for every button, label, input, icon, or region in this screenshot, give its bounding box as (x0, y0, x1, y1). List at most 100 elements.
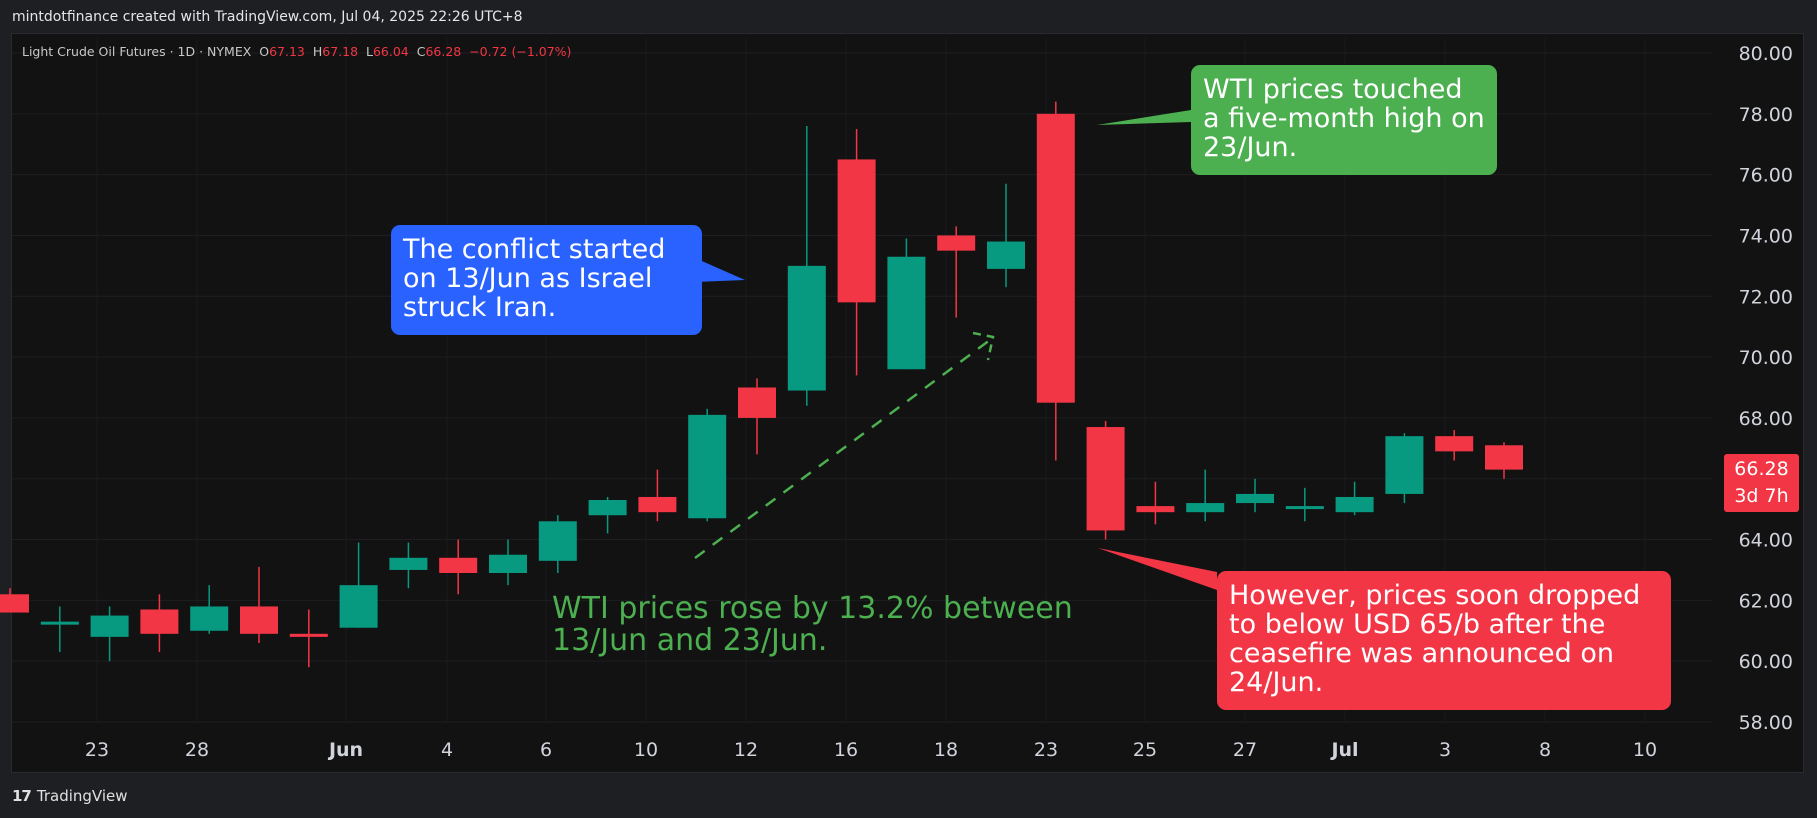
x-tick-label: Jul (1329, 739, 1358, 761)
candle-body (289, 633, 328, 637)
x-tick-label: 8 (1539, 739, 1551, 761)
drop-callout[interactable]: However, prices soon dropped to below US… (1217, 571, 1671, 710)
candle-down (439, 539, 478, 595)
candle-body (40, 621, 79, 625)
candle-body (339, 585, 378, 628)
candle-up (389, 542, 428, 589)
candle-body (1236, 493, 1274, 504)
candle-body (240, 606, 278, 634)
candle-down (140, 594, 179, 653)
candle-body (638, 496, 677, 513)
candles (0, 101, 1523, 668)
ohlc-legend: Light Crude Oil Futures · 1D · NYMEX O67… (22, 44, 572, 59)
callout-pointers (694, 110, 1217, 590)
candle-body (1335, 496, 1374, 513)
bar-countdown: 3d 7h (1734, 485, 1789, 507)
candle-body (1086, 427, 1125, 531)
candle-body (1186, 503, 1225, 513)
candle-up (489, 539, 527, 586)
rise-annotation[interactable]: WTI prices rose by 13.2% between 13/Jun … (552, 591, 1073, 658)
high-value: 67.18 (322, 44, 359, 59)
candle-body (1385, 436, 1424, 494)
top-bar: mintdotfinance created with TradingView.… (0, 0, 1817, 33)
x-tick-label: 3 (1439, 739, 1451, 761)
conflict-callout[interactable]: The conflict started on 13/Jun as Israel… (391, 225, 702, 335)
last-price: 66.28 (1734, 458, 1789, 480)
high-callout-text: WTI prices touched a five-month high on … (1203, 74, 1485, 163)
x-tick-label: 10 (634, 739, 658, 761)
candle-up (787, 125, 826, 406)
candle-down (638, 469, 677, 522)
y-axis: 58.0060.0062.0064.0066.0068.0070.0072.00… (1739, 43, 1793, 734)
candle-up (887, 238, 926, 370)
candle-body (937, 235, 976, 251)
x-tick-label: 25 (1133, 739, 1157, 761)
x-tick-label: 23 (85, 739, 109, 761)
candle-up (1186, 469, 1225, 522)
rise-trend-line (694, 338, 991, 560)
candle-down (837, 129, 876, 376)
x-tick-label: 28 (185, 739, 209, 761)
x-tick-label: 4 (441, 739, 453, 761)
symbol-label: Light Crude Oil Futures · 1D · NYMEX (22, 44, 252, 59)
candle-body (987, 241, 1025, 269)
candle-body (887, 256, 926, 370)
bottom-bar (0, 775, 1817, 818)
candle-up (588, 496, 627, 534)
candle-body (140, 609, 179, 634)
candle-down (1485, 442, 1523, 479)
drop-callout-pointer (1098, 548, 1217, 590)
y-tick-label: 62.00 (1739, 590, 1793, 612)
candle-body (1485, 445, 1523, 470)
x-tick-label: 27 (1233, 739, 1257, 761)
candle-body (1136, 506, 1175, 513)
close-value: 66.28 (425, 44, 462, 59)
candle-body (837, 159, 876, 303)
candle-down (240, 566, 278, 643)
open-value: 67.13 (269, 44, 305, 59)
tradingview-logo[interactable]: 17 TradingView (12, 787, 128, 805)
candle-up (90, 606, 129, 662)
tradingview-logo-icon: 17 (12, 787, 32, 805)
candle-body (538, 521, 577, 561)
candle-up (190, 585, 229, 634)
candle-body (588, 500, 627, 516)
candle-body (1435, 436, 1474, 452)
high-callout[interactable]: WTI prices touched a five-month high on … (1191, 65, 1497, 175)
candle-up (1335, 481, 1374, 516)
candle-body (439, 557, 478, 573)
candle-down (1086, 420, 1125, 540)
y-tick-label: 74.00 (1739, 225, 1793, 247)
drop-callout-text: However, prices soon dropped to below US… (1229, 580, 1641, 698)
y-tick-label: 70.00 (1739, 347, 1793, 369)
candle-up (688, 408, 727, 522)
low-value: 66.04 (372, 44, 409, 59)
conflict-callout-pointer (695, 258, 745, 282)
x-tick-label: 23 (1034, 739, 1058, 761)
candle-down (937, 226, 976, 318)
y-tick-label: 68.00 (1739, 408, 1793, 430)
candle-up (40, 606, 79, 653)
candle-up (339, 542, 378, 628)
x-axis-band (12, 726, 1712, 772)
candle-body (190, 606, 229, 631)
candle-body (688, 414, 727, 519)
rise-trend-arrowhead (972, 331, 995, 361)
x-tick-label: 12 (734, 739, 758, 761)
x-tick-label: Jun (327, 739, 363, 761)
x-tick-label: 16 (834, 739, 858, 761)
candle-body (787, 265, 826, 391)
candle-body (1285, 506, 1324, 510)
candle-down (738, 378, 776, 455)
candle-down (0, 588, 29, 613)
candle-up (987, 183, 1025, 288)
y-tick-label: 80.00 (1739, 43, 1793, 65)
candle-down (1136, 481, 1175, 525)
candle-body (0, 594, 29, 613)
y-tick-label: 76.00 (1739, 165, 1793, 187)
last-price-tag: 66.28 3d 7h (1724, 454, 1799, 512)
y-tick-label: 58.00 (1739, 712, 1793, 734)
change-value: −0.72 (−1.07%) (469, 44, 572, 59)
y-tick-label: 72.00 (1739, 286, 1793, 308)
